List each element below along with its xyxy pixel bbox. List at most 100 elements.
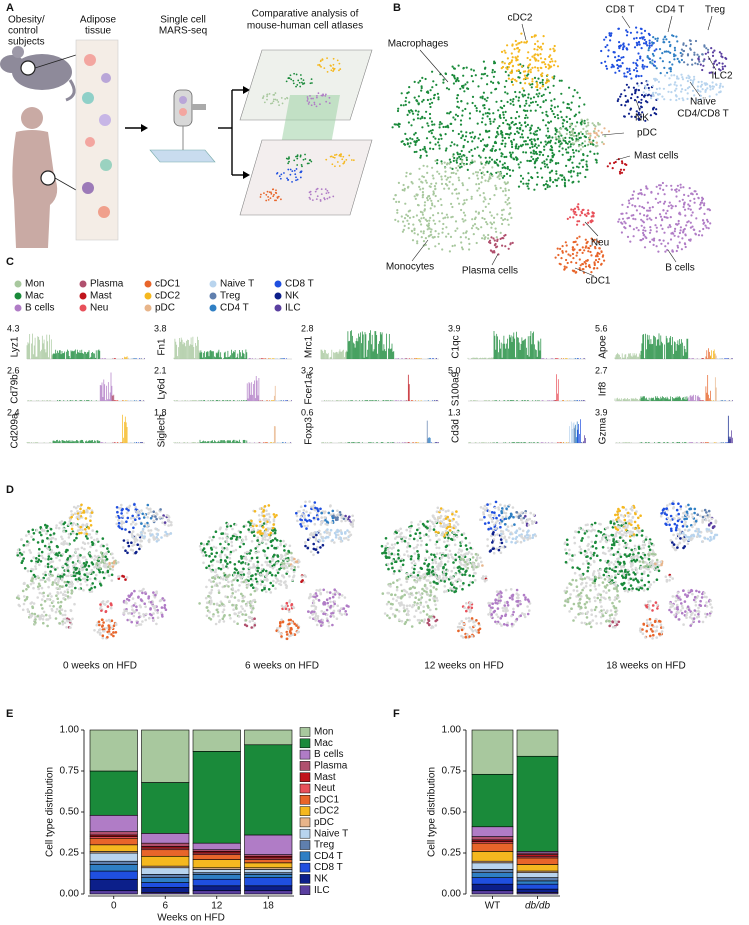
cell-point [154, 515, 157, 518]
cell-point [205, 586, 208, 589]
cell-point [508, 126, 510, 128]
cell-point [542, 79, 544, 81]
cell-point [473, 69, 475, 71]
cell-point [653, 55, 655, 57]
cell-point [600, 62, 602, 64]
cell-point [236, 536, 239, 539]
cell-point [506, 68, 508, 70]
cell-point [576, 121, 578, 123]
cell-point [439, 147, 441, 149]
cell-point [218, 561, 221, 564]
atlas-dot [294, 173, 296, 175]
cell-point [657, 202, 659, 204]
cell-point [435, 143, 437, 145]
cell-point [460, 100, 462, 102]
cell-point [476, 107, 478, 109]
cell-point [566, 244, 568, 246]
cell-point [562, 125, 564, 127]
cell-point [159, 599, 162, 602]
cell-point [704, 91, 706, 93]
cell-point [438, 144, 440, 146]
cell-point [304, 575, 307, 578]
cell-point [564, 128, 566, 130]
cell-point [662, 209, 664, 211]
cell-point [627, 206, 629, 208]
cell-point [245, 613, 248, 616]
cell-point [79, 554, 82, 557]
cell-point [665, 185, 667, 187]
cell-point [502, 237, 504, 239]
cell-point [41, 551, 44, 554]
cell-point [713, 50, 715, 52]
cell-point [535, 60, 537, 62]
cell-point [483, 73, 485, 75]
atlas-dot [345, 159, 347, 161]
cell-point [690, 209, 692, 211]
cell-point [478, 137, 480, 139]
cell-point [651, 59, 653, 61]
cell-point [261, 580, 264, 583]
cell-point [568, 107, 570, 109]
cell-point [345, 517, 348, 520]
cell-point [297, 566, 300, 569]
gene-label: C1qc [451, 335, 462, 358]
cell-point [495, 246, 497, 248]
cell-point [559, 80, 561, 82]
legend-swatch [145, 293, 152, 300]
cell-point [670, 74, 672, 76]
cell-point [437, 236, 439, 238]
atlas-dot [280, 173, 282, 175]
cell-point [38, 555, 41, 558]
cell-point [322, 540, 325, 543]
cell-point [479, 110, 481, 112]
atlas-dot [339, 63, 341, 65]
cell-point [485, 112, 487, 114]
cell-point [404, 203, 406, 205]
cell-point [408, 101, 410, 103]
cluster-label: Treg [705, 5, 725, 16]
cell-point [463, 199, 465, 201]
cell-point [520, 181, 522, 183]
cell-point [78, 514, 81, 517]
cell-point [690, 40, 692, 42]
cell-point [572, 139, 574, 141]
cell-point [23, 551, 26, 554]
cell-point [471, 140, 473, 142]
cell-point [251, 531, 254, 534]
atlas-dot [273, 98, 275, 100]
cell-point [564, 185, 566, 187]
cell-point [471, 159, 473, 161]
cell-point [147, 529, 150, 532]
cell-point [463, 220, 465, 222]
cell-point [293, 558, 296, 561]
cell-point [38, 548, 41, 551]
cell-point [576, 224, 578, 226]
cell-point [548, 80, 550, 82]
cell-point [498, 125, 500, 127]
cell-point [63, 618, 66, 621]
cell-point [313, 548, 316, 551]
cell-point [269, 582, 272, 585]
cell-point [445, 147, 447, 149]
cell-point [482, 210, 484, 212]
cell-point [706, 219, 708, 221]
cell-point [226, 547, 229, 550]
cell-point [55, 587, 58, 590]
cell-point [656, 186, 658, 188]
cell-point [458, 179, 460, 181]
atlas-dot [272, 102, 274, 104]
cell-point [720, 53, 722, 55]
cell-point [87, 542, 90, 545]
expression-bars [276, 358, 278, 359]
cell-point [573, 152, 575, 154]
cell-point [133, 538, 136, 541]
cell-point [456, 78, 458, 80]
cell-point [265, 543, 268, 546]
cell-point [220, 577, 223, 580]
cell-point [471, 162, 473, 164]
cell-point [686, 221, 688, 223]
cell-point [432, 177, 434, 179]
cell-point [630, 97, 632, 99]
cell-point [579, 249, 581, 251]
cell-point [118, 507, 121, 510]
